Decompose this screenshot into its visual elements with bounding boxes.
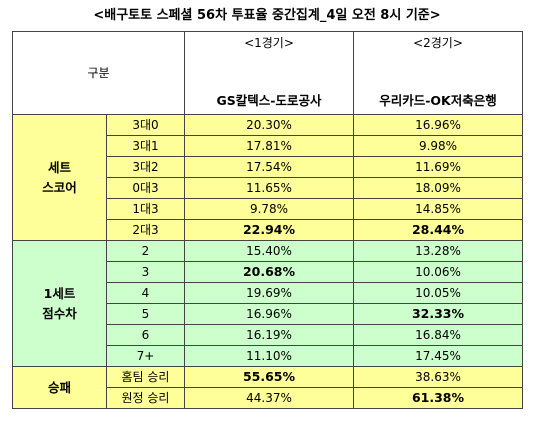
game1-value: 11.65% [184, 177, 354, 199]
table-row: 세트 스코어 3대0 20.30% 16.96% [12, 114, 523, 241]
game2-value: 17.45% [353, 345, 523, 367]
game2-value: 13.28% [353, 240, 523, 262]
game1-value: 9.78% [184, 198, 354, 220]
group-label-first-set-diff: 1세트 점수차 [12, 240, 107, 367]
row-label: 3대2 [106, 156, 185, 178]
table-row: 3대1 17.81% 9.98% [12, 135, 523, 157]
table-row: 0대3 11.65% 18.09% [12, 177, 523, 199]
game2-value: 61.38% [353, 387, 523, 409]
table-header-row: 구분 <1경기> GS칼텍스-도로공사 <2경기> 우리카드-OK저축은행 [12, 31, 523, 115]
game2-value: 16.84% [353, 324, 523, 346]
group-label-line1: 승패 [47, 379, 71, 395]
game1-value: 44.37% [184, 387, 354, 409]
game2-teams: 우리카드-OK저축은행 [379, 93, 497, 108]
game2-value: 38.63% [353, 366, 523, 388]
table-row: 승패 홈팀 승리 55.65% 38.63% [12, 366, 523, 409]
row-label: 3 [106, 261, 185, 283]
row-label: 4 [106, 282, 185, 304]
row-label: 5 [106, 303, 185, 325]
vote-rate-table: 구분 <1경기> GS칼텍스-도로공사 <2경기> 우리카드-OK저축은행 세트… [12, 31, 523, 409]
group-label-win-loss: 승패 [12, 366, 107, 409]
game2-value: 16.96% [353, 114, 523, 136]
game2-number: <2경기> [413, 36, 463, 50]
game1-value: 22.94% [184, 219, 354, 241]
category-header: 구분 [12, 31, 185, 115]
table-row: 1대3 9.78% 14.85% [12, 198, 523, 220]
row-label: 6 [106, 324, 185, 346]
game1-value: 11.10% [184, 345, 354, 367]
game2-value: 10.05% [353, 282, 523, 304]
game2-value: 11.69% [353, 156, 523, 178]
game1-value: 16.96% [184, 303, 354, 325]
table-row: 1세트 점수차 2 15.40% 13.28% [12, 240, 523, 367]
row-label: 0대3 [106, 177, 185, 199]
game1-value: 17.54% [184, 156, 354, 178]
row-label: 원정 승리 [106, 387, 185, 409]
game1-value: 19.69% [184, 282, 354, 304]
game1-number: <1경기> [244, 36, 294, 50]
table-row: 6 16.19% 16.84% [12, 324, 523, 346]
row-label: 2 [106, 240, 185, 262]
row-label: 3대1 [106, 135, 185, 157]
group-label-line1: 세트 [47, 159, 71, 175]
game1-value: 15.40% [184, 240, 354, 262]
row-label: 3대0 [106, 114, 185, 136]
group-label-line2: 점수차 [42, 305, 77, 321]
game2-value: 14.85% [353, 198, 523, 220]
group-label-line1: 1세트 [43, 285, 76, 301]
group-label-set-score: 세트 스코어 [12, 114, 107, 241]
game1-value: 55.65% [184, 366, 354, 388]
table-row: 5 16.96% 32.33% [12, 303, 523, 325]
page-title: <배구토토 스페셜 56차 투표율 중간집계_4일 오전 8시 기준> [93, 8, 441, 23]
row-label: 7+ [106, 345, 185, 367]
game1-value: 20.30% [184, 114, 354, 136]
game2-value: 18.09% [353, 177, 523, 199]
game1-value: 16.19% [184, 324, 354, 346]
table-row: 원정 승리 44.37% 61.38% [12, 387, 523, 409]
game1-teams: GS칼텍스-도로공사 [216, 93, 322, 108]
group-label-line2: 스코어 [42, 179, 77, 195]
game1-header: <1경기> GS칼텍스-도로공사 [184, 31, 354, 115]
game1-value: 17.81% [184, 135, 354, 157]
game2-value: 28.44% [353, 219, 523, 241]
game2-value: 10.06% [353, 261, 523, 283]
table-row: 7+ 11.10% 17.45% [12, 345, 523, 367]
game2-value: 32.33% [353, 303, 523, 325]
row-label: 2대3 [106, 219, 185, 241]
game2-header: <2경기> 우리카드-OK저축은행 [353, 31, 523, 115]
row-label: 1대3 [106, 198, 185, 220]
game2-value: 9.98% [353, 135, 523, 157]
row-label: 홈팀 승리 [106, 366, 185, 388]
game1-value: 20.68% [184, 261, 354, 283]
